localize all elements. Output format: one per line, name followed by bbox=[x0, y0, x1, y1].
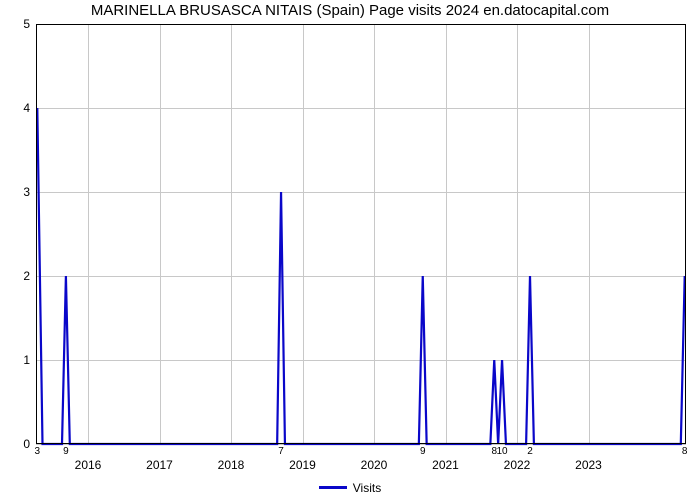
y-tick-label: 5 bbox=[23, 17, 30, 31]
x-major-tick-label: 2018 bbox=[218, 458, 245, 472]
y-tick-label: 3 bbox=[23, 185, 30, 199]
x-major-tick-label: 2019 bbox=[289, 458, 316, 472]
x-major-tick-label: 2021 bbox=[432, 458, 459, 472]
legend-swatch bbox=[319, 486, 347, 489]
y-tick-label: 4 bbox=[23, 101, 30, 115]
x-major-tick-label: 2016 bbox=[75, 458, 102, 472]
x-major-tick-label: 2022 bbox=[504, 458, 531, 472]
x-minor-tick-label: 9 bbox=[420, 446, 426, 457]
x-major-tick-label: 2023 bbox=[575, 458, 602, 472]
y-tick-label: 0 bbox=[23, 437, 30, 451]
x-minor-tick-label: 10 bbox=[496, 446, 507, 457]
x-minor-tick-label: 7 bbox=[278, 446, 284, 457]
chart-title: MARINELLA BRUSASCA NITAIS (Spain) Page v… bbox=[0, 2, 700, 19]
chart-container: MARINELLA BRUSASCA NITAIS (Spain) Page v… bbox=[0, 0, 700, 500]
legend-label: Visits bbox=[353, 481, 381, 495]
plot-area: 012345 20162017201820192020202120222023 … bbox=[36, 24, 686, 444]
line-series-svg bbox=[36, 24, 686, 444]
x-minor-tick-label: 2 bbox=[527, 446, 533, 457]
x-major-tick-label: 2020 bbox=[361, 458, 388, 472]
x-minor-tick-label: 3 bbox=[35, 446, 41, 457]
legend: Visits bbox=[0, 480, 700, 495]
y-tick-label: 1 bbox=[23, 353, 30, 367]
x-major-tick-label: 2017 bbox=[146, 458, 173, 472]
visits-line bbox=[37, 108, 684, 444]
x-minor-tick-label: 9 bbox=[63, 446, 69, 457]
x-minor-tick-label: 8 bbox=[682, 446, 688, 457]
y-tick-label: 2 bbox=[23, 269, 30, 283]
